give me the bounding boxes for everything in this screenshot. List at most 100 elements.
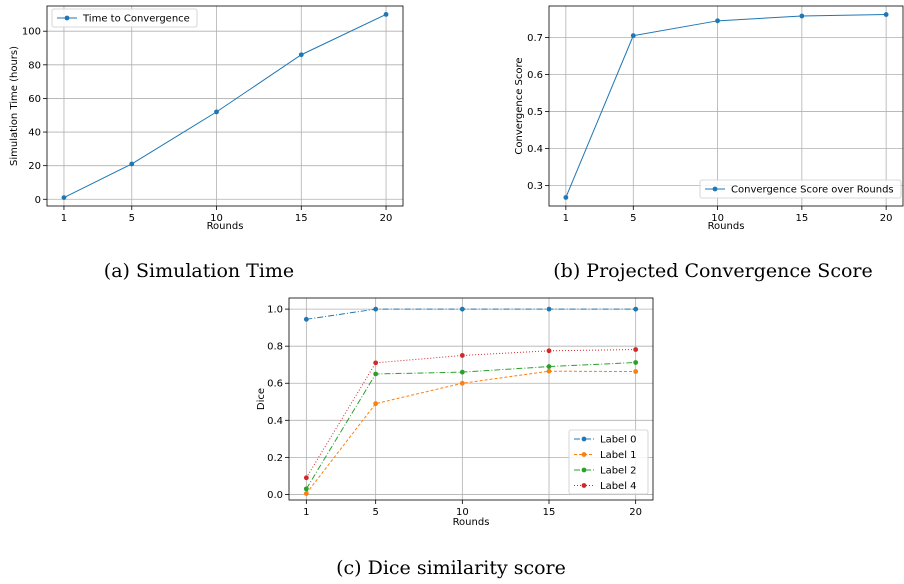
data-point: [633, 306, 639, 312]
legend-marker: [64, 15, 70, 21]
data-point: [303, 491, 309, 496]
data-point: [303, 316, 309, 322]
data-point: [373, 401, 379, 407]
series-line-label-4: [305, 349, 636, 479]
x-tick-label: 10: [210, 213, 223, 224]
x-tick-label: 10: [456, 507, 469, 518]
x-tick-label: 20: [880, 213, 893, 224]
y-tick-label: 0.7: [527, 33, 543, 44]
y-tick-label: 40: [28, 128, 41, 139]
y-tick-label: 0.6: [267, 379, 283, 390]
y-tick-label: 0.2: [267, 453, 283, 464]
legend-box: [568, 429, 649, 495]
data-point: [633, 347, 639, 352]
legend-marker: [712, 186, 718, 192]
x-tick-label: 20: [629, 507, 642, 518]
series-line-convergence-score-over-rounds: [565, 14, 887, 198]
data-point: [715, 18, 720, 24]
data-point: [303, 486, 309, 492]
legend: Convergence Score over Rounds: [699, 179, 902, 199]
data-point: [61, 195, 67, 200]
data-point: [633, 360, 639, 365]
data-point: [459, 380, 465, 386]
chart-convergence-score: 1 5 10 15 200.30.40.50.60.7RoundsConvergence…: [514, 5, 904, 232]
chart-dice-score: 1 5 10 15 200.00.20.40.60.81.0RoundsDiceLabe…: [256, 297, 654, 528]
y-tick-label: 20: [28, 161, 41, 172]
legend: Time to Convergence: [51, 8, 198, 28]
legend: Label 0 Label 1 Label 2 Label 4: [568, 429, 649, 495]
data-point: [129, 161, 135, 167]
data-point: [373, 360, 379, 366]
caption-c: (c) Dice similarity score: [336, 557, 566, 579]
legend-box: [51, 8, 198, 28]
x-tick-label: 15: [795, 213, 808, 224]
y-axis-label: Convergence Score: [514, 57, 525, 154]
legend-marker: [581, 436, 587, 442]
y-tick-label: 60: [28, 94, 41, 105]
y-tick-label: 0.4: [527, 144, 543, 155]
plot-frame: [548, 5, 904, 207]
x-tick-label: 10: [711, 213, 724, 224]
data-point: [546, 306, 552, 312]
y-tick-label: 0.5: [527, 107, 543, 118]
data-point: [459, 306, 465, 312]
data-point: [633, 369, 639, 374]
x-tick-label: 1: [563, 213, 569, 224]
data-point: [630, 33, 636, 39]
legend-box: [699, 179, 902, 199]
caption-a: (a) Simulation Time: [104, 260, 294, 282]
data-point: [546, 364, 552, 369]
y-tick-label: 0.3: [527, 181, 543, 192]
x-tick-label: 5: [630, 213, 636, 224]
x-tick-label: 20: [380, 213, 393, 224]
data-point: [383, 12, 389, 17]
y-tick-label: 0: [35, 195, 41, 206]
data-point: [373, 371, 379, 377]
legend-label: Label 2: [600, 466, 637, 477]
y-tick-label: 0.4: [267, 416, 283, 427]
x-axis-label: Rounds: [207, 221, 244, 232]
data-point: [303, 475, 309, 481]
x-tick-label: 1: [61, 213, 67, 224]
legend-label: Time to Convergence: [82, 14, 190, 25]
y-tick-label: 0.8: [267, 342, 283, 353]
legend-marker: [581, 467, 587, 473]
data-point: [298, 52, 304, 58]
data-point: [546, 368, 552, 374]
plot-frame: [46, 5, 404, 207]
data-point: [214, 109, 219, 115]
data-point: [546, 348, 552, 354]
legend-label: Label 0: [600, 435, 637, 446]
legend-label: Label 4: [600, 481, 637, 492]
y-axis-label: Simulation Time (hours): [9, 46, 20, 166]
x-axis-label: Rounds: [708, 221, 745, 232]
legend-label: Convergence Score over Rounds: [731, 185, 894, 196]
x-tick-label: 5: [129, 213, 135, 224]
legend-label: Label 1: [600, 450, 637, 461]
plot-frame: [288, 297, 654, 501]
x-tick-label: 15: [295, 213, 308, 224]
y-tick-label: 100: [22, 27, 41, 38]
y-tick-label: 0.0: [267, 490, 283, 501]
data-point: [883, 12, 889, 17]
x-tick-label: 5: [372, 507, 378, 518]
legend-marker: [581, 483, 587, 488]
x-tick-label: 1: [303, 507, 309, 518]
y-tick-label: 80: [28, 60, 41, 71]
legend-marker: [581, 452, 587, 457]
data-point: [563, 195, 569, 200]
x-axis-label: Rounds: [453, 517, 490, 528]
series-line-time-to-convergence: [63, 13, 387, 199]
y-axis-label: Dice: [256, 388, 267, 410]
caption-b: (b) Projected Convergence Score: [553, 260, 872, 282]
data-point: [459, 369, 465, 375]
data-point: [799, 13, 805, 19]
data-point: [373, 306, 379, 312]
series-line-label-0: [306, 308, 636, 320]
data-point: [459, 353, 465, 358]
x-tick-label: 15: [543, 507, 556, 518]
y-tick-label: 1.0: [267, 305, 283, 316]
y-tick-label: 0.6: [527, 70, 543, 81]
